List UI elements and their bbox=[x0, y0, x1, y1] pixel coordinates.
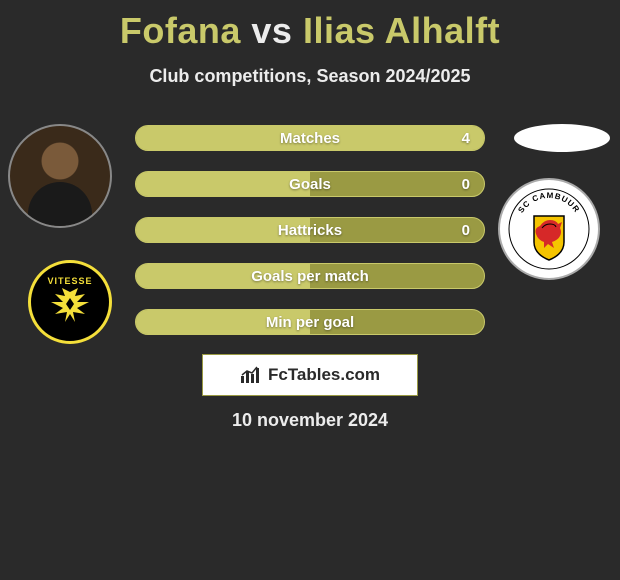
bar-label: Matches bbox=[280, 130, 340, 147]
player1-photo bbox=[8, 124, 112, 228]
bars-chart-icon bbox=[240, 366, 262, 384]
branding-text: FcTables.com bbox=[268, 365, 380, 385]
bar-label: Hattricks bbox=[278, 222, 342, 239]
bar-min-per-goal: Min per goal bbox=[135, 309, 485, 335]
vitesse-text: VITESSE bbox=[47, 276, 92, 286]
subtitle: Club competitions, Season 2024/2025 bbox=[0, 66, 620, 87]
bar-goals: Goals 0 bbox=[135, 171, 485, 197]
bar-value-right: 0 bbox=[462, 172, 470, 196]
vitesse-eagle-icon bbox=[45, 288, 95, 328]
player1-name: Fofana bbox=[120, 10, 241, 51]
bar-fill bbox=[136, 172, 310, 196]
player1-club-badge: VITESSE bbox=[28, 260, 112, 344]
player2-name: Ilias Alhalft bbox=[303, 10, 500, 51]
player2-club-badge: SC CAMBUUR bbox=[498, 178, 600, 280]
player2-photo-placeholder bbox=[514, 124, 610, 152]
bar-hattricks: Hattricks 0 bbox=[135, 217, 485, 243]
date-label: 10 november 2024 bbox=[0, 410, 620, 431]
branding-box: FcTables.com bbox=[202, 354, 418, 396]
vs-label: vs bbox=[251, 10, 292, 51]
bar-label: Goals per match bbox=[251, 268, 369, 285]
bar-goals-per-match: Goals per match bbox=[135, 263, 485, 289]
bar-matches: Matches 4 bbox=[135, 125, 485, 151]
comparison-title: Fofana vs Ilias Alhalft bbox=[0, 0, 620, 52]
stat-bars: Matches 4 Goals 0 Hattricks 0 Goals per … bbox=[135, 125, 485, 355]
cambuur-crest-icon: SC CAMBUUR bbox=[506, 186, 592, 272]
bar-label: Min per goal bbox=[266, 314, 354, 331]
bar-value-right: 0 bbox=[462, 218, 470, 242]
bar-value-right: 4 bbox=[462, 126, 470, 150]
bar-label: Goals bbox=[289, 176, 331, 193]
